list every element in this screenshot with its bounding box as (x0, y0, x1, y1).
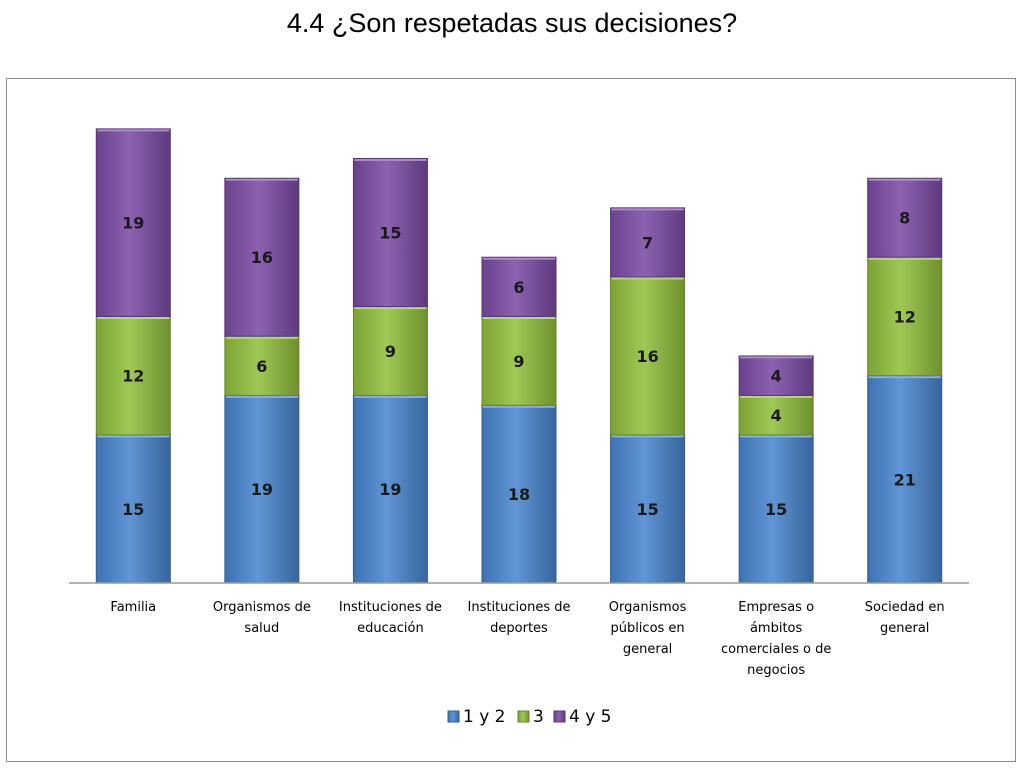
legend-label-1-y-2: 1 y 2 (463, 707, 506, 727)
bar-segment-3 (224, 335, 300, 396)
category-label-line: general (623, 642, 672, 657)
slide-title: 4.4 ¿Son respetadas sus decisiones? (286, 8, 738, 38)
bar-segment-1-y-2 (95, 434, 171, 584)
data-label: 15 (122, 500, 144, 519)
bar-segment-3 (95, 315, 171, 436)
legend-label-4-y-5: 4 y 5 (569, 707, 612, 727)
data-label: 6 (256, 357, 267, 376)
bar-segment-3 (867, 256, 943, 377)
bar-segment-4-y-5 (224, 177, 300, 337)
data-label: 6 (513, 278, 524, 297)
data-label: 21 (894, 470, 916, 489)
bar-segment-4-y-5 (95, 128, 171, 317)
category-label: Familia (110, 600, 156, 615)
category-label-line: educación (357, 621, 424, 636)
bar-segment-1-y-2 (738, 434, 814, 584)
bar-segment-1-y-2 (867, 375, 943, 584)
bar-segment-4-y-5 (352, 157, 428, 308)
bar-segment-1-y-2 (481, 404, 557, 584)
legend-label-3: 3 (533, 707, 544, 727)
category-label-line: deportes (490, 621, 548, 636)
bar-segment-4-y-5 (867, 177, 943, 258)
category-labels: Familia Organismos de salud Instituciones d… (110, 600, 944, 678)
category-label-line: comerciales o de (721, 642, 831, 657)
category-label: Organismos de salud (213, 600, 311, 636)
bars-layer: 15 12 19 19 6 16 19 9 15 18 9 6 15 16 7 15 4 4 21 12 8 (95, 128, 943, 584)
data-label: 12 (894, 307, 916, 326)
data-label: 9 (385, 342, 396, 361)
bar-segment-3 (738, 394, 814, 436)
legend: 1 y 2 3 4 y 5 (447, 707, 612, 727)
category-label: Empresas o ámbitos comerciales o de negocio… (721, 600, 831, 678)
data-label: 8 (899, 209, 910, 228)
data-label: 18 (508, 485, 530, 504)
data-label: 15 (379, 224, 401, 243)
data-label: 16 (251, 248, 273, 267)
data-label: 19 (122, 214, 144, 233)
data-label: 15 (636, 500, 658, 519)
category-label-line: Instituciones de (468, 600, 571, 615)
category-label: Organismos públicos en general (609, 600, 687, 657)
data-label: 12 (122, 367, 144, 386)
bar-segment-3 (481, 315, 557, 406)
data-label: 4 (771, 406, 782, 425)
category-label-line: salud (244, 621, 279, 636)
data-label: 16 (636, 347, 658, 366)
category-label: Instituciones de educación (339, 600, 442, 636)
category-label-line: negocios (747, 663, 805, 678)
bar-segment-4-y-5 (610, 207, 686, 278)
bar-segment-3 (610, 276, 686, 436)
bar-segment-4-y-5 (481, 256, 557, 317)
data-label: 19 (251, 480, 273, 499)
stacked-bar-chart: 15 12 19 19 6 16 19 9 15 18 9 6 15 16 7 15 4 4 21 12 8 Famil… (69, 128, 969, 727)
chart-frame: 15 12 19 19 6 16 19 9 15 18 9 6 15 16 7 15 4 4 21 12 8 Famil… (6, 78, 1016, 762)
data-label: 9 (513, 352, 524, 371)
bar-segment-3 (352, 306, 428, 396)
bar-segment-4-y-5 (738, 355, 814, 396)
bar-segment-1-y-2 (352, 394, 428, 584)
legend-swatch-4-y-5 (553, 710, 566, 723)
category-label-line: Sociedad en (865, 600, 945, 615)
data-label: 4 (771, 367, 782, 386)
data-label: 15 (765, 500, 787, 519)
category-label-line: Organismos (609, 600, 687, 615)
data-label: 7 (642, 233, 653, 252)
category-label: Sociedad en general (865, 600, 945, 636)
bar-segment-1-y-2 (224, 394, 300, 584)
category-label-line: Familia (110, 600, 156, 615)
legend-swatch-3 (517, 710, 530, 723)
data-label: 19 (379, 480, 401, 499)
category-label-line: Empresas o (738, 600, 814, 615)
category-label-line: Instituciones de (339, 600, 442, 615)
category-label-line: Organismos de (213, 600, 311, 615)
category-label-line: general (880, 621, 929, 636)
category-label: Instituciones de deportes (468, 600, 571, 636)
category-label-line: ámbitos (750, 621, 803, 636)
legend-swatch-1-y-2 (447, 710, 460, 723)
category-label-line: públicos en (610, 621, 684, 636)
